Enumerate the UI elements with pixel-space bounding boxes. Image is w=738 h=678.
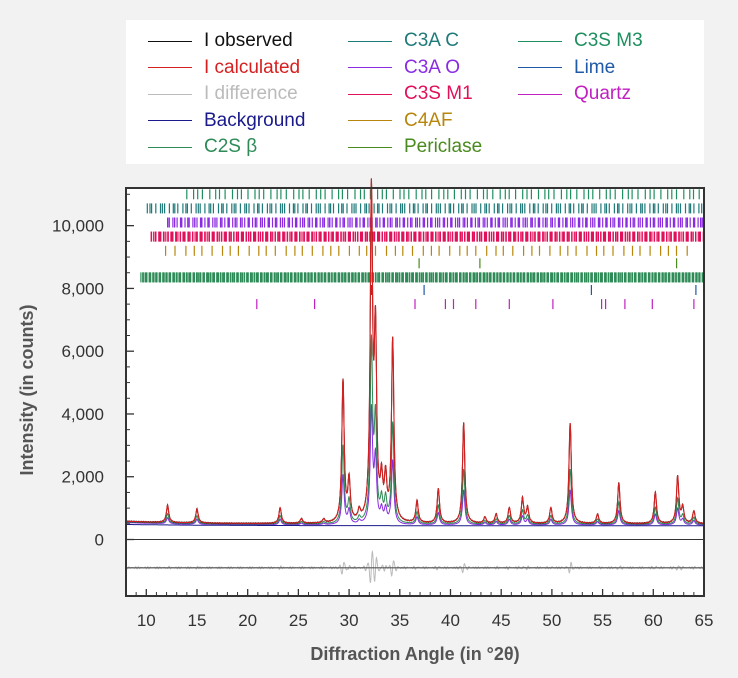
y-tick-label: 6,000 [61,342,104,361]
x-tick-label: 20 [238,611,257,630]
legend-swatch [348,146,392,148]
legend-label: C3S M1 [404,83,473,104]
legend-label: C4AF [404,109,453,131]
legend-swatch [148,93,192,95]
legend-label: I calculated [204,56,301,78]
legend-item: Background [148,109,305,133]
legend-swatch [348,40,392,42]
legend-swatch [148,120,192,121]
legend-item: Quartz [518,82,631,106]
x-tick-label: 65 [695,611,714,630]
legend-item: I calculated [148,56,300,80]
plot-frame [125,187,705,597]
x-tick-label: 45 [492,611,511,630]
legend-item: C4AF [348,109,453,133]
legend-item: C2S β [148,135,257,159]
x-tick-label: 40 [441,611,460,630]
reflection-row [167,217,703,228]
reflection-row [418,258,678,269]
legend-item: C3S M3 [518,29,643,53]
reflection-row [256,299,695,310]
x-tick-label: 50 [542,611,561,630]
legend-swatch [148,40,192,42]
x-tick-label: 55 [593,611,612,630]
x-tick-label: 15 [188,611,207,630]
phase-contribution-curve [126,404,704,526]
legend-swatch [348,120,392,121]
legend-swatch [518,40,562,42]
legend-swatch [518,93,562,95]
legend-swatch [348,67,392,68]
y-axis-title: Intensity (in counts) [17,304,37,475]
reflection-row [186,189,700,200]
legend-label: Lime [574,56,616,78]
legend-item: I observed [148,29,293,53]
legend-swatch [148,67,192,68]
legend-label: C2S β [204,136,258,157]
x-tick-label: 30 [340,611,359,630]
y-tick-label: 2,000 [61,468,104,487]
y-tick-label: 0 [95,531,104,550]
legend-label: C3S M3 [574,30,643,51]
background-curve [126,523,704,527]
x-tick-label: 10 [137,611,156,630]
reflection-row [150,231,704,242]
legend-label: C3A O [404,56,460,78]
calculated-curve [126,178,704,524]
legend-item: Periclase [348,135,482,159]
y-tick-label: 4,000 [61,405,104,424]
legend-swatch [148,146,192,148]
reflection-row [370,285,697,295]
legend-item: I difference [148,82,298,106]
pattern-curves [125,178,705,583]
x-tick-label: 25 [289,611,308,630]
legend-label: I difference [204,83,298,104]
x-tick-label: 35 [390,611,409,630]
legend-label: Background [204,109,306,131]
reflection-row [165,245,688,256]
plot-background [126,188,704,596]
legend-label: Quartz [574,83,632,104]
legend-item: C3S M1 [348,82,473,106]
legend-item: C3A C [348,29,459,53]
legend-label: Periclase [404,136,483,157]
reflection-row [140,272,705,283]
x-axis-title: Diffraction Angle (in °2θ) [310,644,519,664]
legend-label: I observed [204,30,293,51]
legend-label: C3A C [404,30,459,51]
y-tick-label: 8,000 [61,279,104,298]
plot-area [126,188,704,596]
legend-item: Lime [518,56,615,80]
reflection-markers [140,189,705,310]
y-tick-label: 10,000 [52,217,104,236]
axes: 10 15 20 25 30 35 40 45 50 55 60 65 0 2,000 4,000 6,000… [52,187,714,630]
x-tick-label: 60 [644,611,663,630]
legend-swatch [348,93,392,95]
legend-item: C3A O [348,56,460,80]
reflection-row [146,203,703,214]
legend-swatch [518,67,562,68]
chart-legend: I observed I calculated I difference Backgr… [126,20,704,164]
